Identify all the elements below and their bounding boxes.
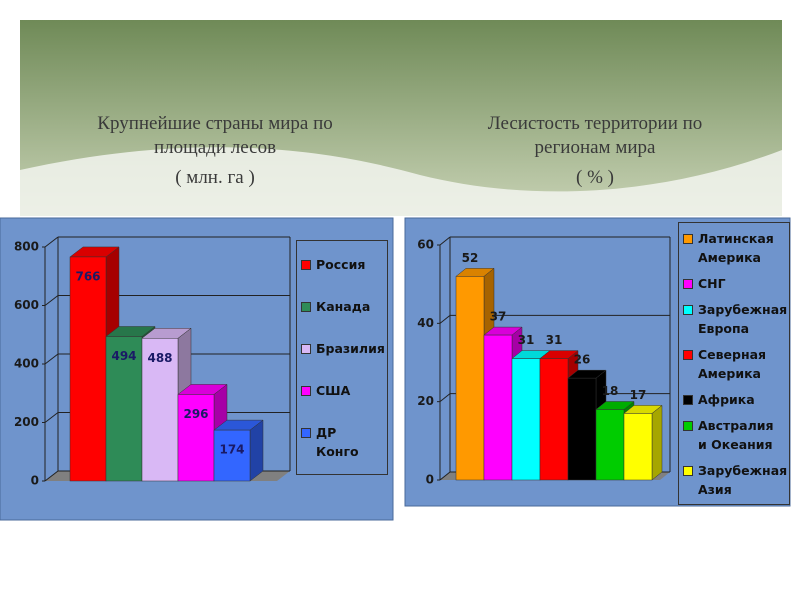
grid-line-side xyxy=(44,470,59,482)
bar-front xyxy=(455,276,485,481)
y-tick-label: 40 xyxy=(417,316,434,330)
legend-entry: Россия xyxy=(301,255,383,274)
legend-entry: Канада xyxy=(301,297,383,316)
value-label: 488 xyxy=(147,351,172,365)
legend-label: США xyxy=(316,382,351,398)
y-tick-label: 0 xyxy=(426,473,434,487)
legend-label: Зарубежная Европа xyxy=(698,301,788,336)
legend-swatch xyxy=(301,427,311,438)
legend-swatch xyxy=(683,465,693,476)
legend-entry: Африка xyxy=(683,390,785,409)
value-label: 31 xyxy=(546,333,563,347)
legend-label: СНГ xyxy=(698,275,726,291)
legend-entry: США xyxy=(301,381,383,400)
grid-line-side xyxy=(44,295,59,306)
bar xyxy=(213,419,264,482)
legend-label: ДР Конго xyxy=(316,424,359,459)
legend-entry: Бразилия xyxy=(301,339,385,358)
y-tick-label: 20 xyxy=(417,394,434,408)
legend-swatch xyxy=(683,278,693,289)
legend-swatch xyxy=(683,394,693,405)
y-tick-label: 200 xyxy=(14,415,39,429)
legend: Латинская Америка СНГ Зарубежная Европа Сев… xyxy=(678,222,790,505)
grid-line-side xyxy=(44,412,59,423)
value-label: 52 xyxy=(462,251,479,265)
value-label: 31 xyxy=(518,333,535,347)
legend-label: Зарубежная Азия xyxy=(698,462,788,497)
bar-front xyxy=(483,334,513,481)
value-label: 174 xyxy=(219,443,244,457)
y-tick-label: 60 xyxy=(417,238,434,252)
legend-label: Канада xyxy=(316,298,371,314)
header-wave xyxy=(20,147,782,216)
bar-front xyxy=(511,358,541,481)
value-label: 494 xyxy=(111,349,136,363)
bar-front xyxy=(213,429,251,482)
legend-swatch xyxy=(683,233,693,244)
legend-swatch xyxy=(301,301,311,312)
legend-entry: Зарубежная Азия xyxy=(683,461,788,499)
grid-line-side xyxy=(439,314,451,324)
legend-swatch xyxy=(683,349,693,360)
grid-line-side xyxy=(44,353,59,365)
y-tick-label: 800 xyxy=(14,240,39,254)
chart-subtitle: ( млн. га ) xyxy=(175,167,255,188)
value-label: 26 xyxy=(574,353,591,367)
y-tick-label: 0 xyxy=(31,474,39,488)
legend-entry: Северная Америка xyxy=(683,345,785,383)
value-label: 17 xyxy=(630,388,647,402)
legend-label: Бразилия xyxy=(316,340,385,356)
bar xyxy=(623,404,663,481)
legend-label: Северная Америка xyxy=(698,346,767,381)
value-label: 18 xyxy=(602,384,619,398)
legend-swatch xyxy=(301,259,311,270)
y-tick-label: 600 xyxy=(14,298,39,312)
grid-line-side xyxy=(439,393,451,403)
legend-label: Африка xyxy=(698,391,755,407)
legend-entry: Латинская Америка xyxy=(683,229,785,267)
grid-line-side xyxy=(439,236,451,246)
bar-front xyxy=(105,336,143,482)
legend-swatch xyxy=(301,385,311,396)
bar-front xyxy=(623,413,653,481)
value-label: 766 xyxy=(75,269,100,283)
chart-title: Лесистость территории по регионам мира xyxy=(487,113,703,158)
legend-entry: ДР Конго xyxy=(301,423,383,461)
bar-front xyxy=(141,338,179,482)
bar-side xyxy=(651,404,663,481)
bar-front xyxy=(595,409,625,481)
legend-label: Россия xyxy=(316,256,366,272)
legend-label: Австралия и Океания xyxy=(698,417,774,452)
bar-front xyxy=(177,394,215,482)
value-label: 37 xyxy=(490,310,507,324)
bar-front xyxy=(567,377,597,481)
bar-front xyxy=(539,358,569,481)
legend-entry: Зарубежная Европа xyxy=(683,300,788,338)
legend-swatch xyxy=(301,343,311,354)
value-label: 296 xyxy=(183,407,208,421)
bar-front xyxy=(69,256,107,482)
chart-title: Крупнейшие страны мира по площади лесов xyxy=(97,113,333,158)
legend-entry: Австралия и Океания xyxy=(683,416,785,454)
chart-subtitle: ( % ) xyxy=(576,167,614,188)
legend-label: Латинская Америка xyxy=(698,230,774,265)
bar-side xyxy=(249,419,264,482)
legend-swatch xyxy=(683,420,693,431)
legend-entry: СНГ xyxy=(683,274,785,293)
legend: Россия Канада Бразилия США ДР Конго xyxy=(296,240,388,475)
grid-line-side xyxy=(44,236,59,248)
legend-swatch xyxy=(683,304,693,315)
y-tick-label: 400 xyxy=(14,357,39,371)
grid-line-side xyxy=(439,471,451,481)
